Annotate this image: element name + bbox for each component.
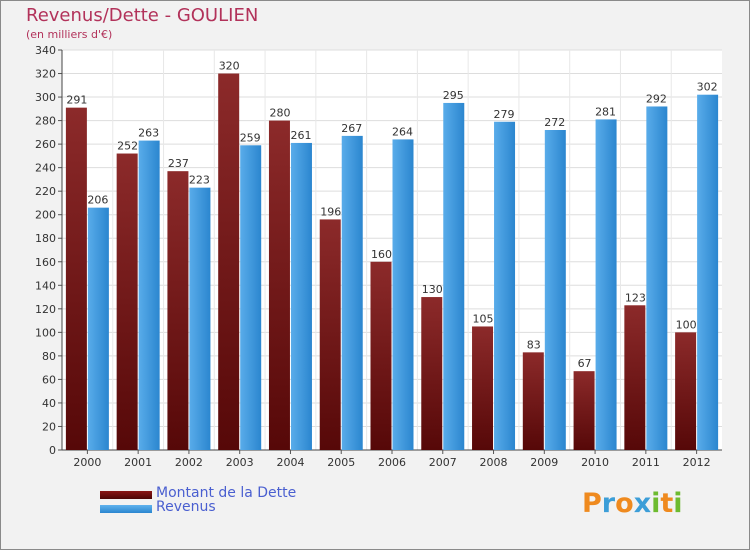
y-tick-label-340: 340 [35, 44, 56, 57]
x-tick-label-2001: 2001 [124, 456, 152, 469]
bar-debt-2012 [675, 332, 697, 450]
label-revenue-2005: 267 [341, 122, 362, 135]
bar-revenue-2000 [87, 207, 109, 450]
logo-letter: r [601, 488, 616, 519]
x-tick-label-2012: 2012 [683, 456, 711, 469]
plot-area [62, 50, 722, 450]
x-tick-label-2005: 2005 [327, 456, 355, 469]
bar-revenue-2003 [240, 145, 262, 450]
y-tick-label-260: 260 [35, 138, 56, 151]
label-debt-2008: 105 [473, 312, 494, 325]
label-revenue-2002: 223 [189, 174, 210, 187]
bar-revenue-2002 [189, 187, 211, 450]
bar-debt-2002 [167, 171, 189, 451]
label-revenue-2010: 281 [595, 105, 616, 118]
label-debt-2001: 252 [117, 140, 138, 153]
x-tick-label-2009: 2009 [530, 456, 558, 469]
legend-label-debt: Montant de la Dette [156, 485, 297, 501]
label-revenue-2007: 295 [443, 89, 464, 102]
label-revenue-2006: 264 [392, 125, 413, 138]
y-tick-label-80: 80 [42, 350, 56, 363]
label-debt-2011: 123 [625, 291, 646, 304]
label-revenue-2000: 206 [87, 194, 108, 207]
label-revenue-2008: 279 [494, 108, 515, 121]
label-debt-2004: 280 [269, 107, 290, 120]
y-tick-label-320: 320 [35, 68, 56, 81]
bar-debt-2005 [319, 219, 341, 450]
logo-letter: i [673, 488, 683, 519]
x-tick-label-2004: 2004 [276, 456, 304, 469]
x-tick-label-2011: 2011 [632, 456, 660, 469]
y-tick-label-60: 60 [42, 373, 56, 386]
y-tick-label-160: 160 [35, 256, 56, 269]
bar-revenue-2004 [290, 142, 312, 451]
y-tick-label-280: 280 [35, 115, 56, 128]
bar-debt-2011 [624, 305, 646, 450]
bar-revenue-2006 [392, 139, 414, 451]
bar-revenue-2001 [138, 140, 160, 450]
bar-debt-2003 [218, 73, 240, 450]
y-tick-label-140: 140 [35, 279, 56, 292]
label-debt-2007: 130 [422, 283, 443, 296]
bar-revenue-2010 [595, 119, 617, 450]
bar-debt-2010 [573, 371, 595, 450]
proxiti-logo: Proxiti [582, 488, 683, 519]
label-debt-2003: 320 [219, 60, 240, 73]
x-tick-label-2008: 2008 [480, 456, 508, 469]
logo-letter: P [582, 488, 602, 519]
bar-revenue-2007 [443, 102, 465, 451]
logo-letter: o [615, 488, 634, 519]
bar-revenue-2005 [341, 135, 363, 450]
chart-title: Revenus/Dette - GOULIEN [26, 5, 259, 26]
legend-swatch-debt [100, 491, 152, 499]
logo-letter: t [660, 488, 674, 519]
bar-revenue-2008 [494, 121, 516, 450]
label-revenue-2011: 292 [646, 92, 667, 105]
logo-letter: i [651, 488, 661, 519]
y-tick-label-220: 220 [35, 185, 56, 198]
label-debt-2005: 196 [320, 205, 341, 218]
label-debt-2002: 237 [168, 157, 189, 170]
bar-debt-2007 [421, 297, 443, 450]
bar-revenue-2009 [544, 130, 566, 450]
legend-swatch-revenue [100, 505, 152, 513]
bar-debt-2004 [268, 120, 290, 451]
y-tick-label-180: 180 [35, 232, 56, 245]
y-tick-label-100: 100 [35, 326, 56, 339]
label-debt-2000: 291 [66, 94, 87, 107]
label-debt-2012: 100 [676, 318, 697, 331]
bar-revenue-2011 [646, 106, 668, 451]
label-debt-2006: 160 [371, 248, 392, 261]
x-tick-label-2000: 2000 [73, 456, 101, 469]
x-tick-label-2006: 2006 [378, 456, 406, 469]
label-revenue-2009: 272 [544, 116, 565, 129]
bar-debt-2008 [472, 326, 494, 450]
y-tick-label-300: 300 [35, 91, 56, 104]
label-revenue-2003: 259 [240, 131, 261, 144]
bar-debt-2009 [522, 352, 544, 450]
chart-subtitle: (en milliers d'€) [26, 28, 113, 41]
label-revenue-2001: 263 [138, 127, 159, 140]
y-tick-label-120: 120 [35, 303, 56, 316]
x-tick-label-2010: 2010 [581, 456, 609, 469]
bar-debt-2006 [370, 261, 392, 450]
y-tick-label-0: 0 [49, 444, 56, 457]
label-revenue-2004: 261 [290, 129, 311, 142]
y-tick-label-200: 200 [35, 209, 56, 222]
legend-label-revenue: Revenus [156, 499, 216, 515]
label-revenue-2012: 302 [697, 81, 718, 94]
bar-debt-2001 [116, 153, 138, 450]
x-tick-label-2002: 2002 [175, 456, 203, 469]
label-debt-2009: 83 [527, 338, 541, 351]
logo-letter: x [633, 488, 652, 519]
y-tick-label-40: 40 [42, 397, 56, 410]
y-tick-label-240: 240 [35, 162, 56, 175]
bar-revenue-2012 [697, 94, 719, 451]
x-tick-label-2003: 2003 [226, 456, 254, 469]
bar-debt-2000 [65, 107, 87, 450]
y-tick-label-20: 20 [42, 420, 56, 433]
label-debt-2010: 67 [578, 357, 592, 370]
x-tick-label-2007: 2007 [429, 456, 457, 469]
